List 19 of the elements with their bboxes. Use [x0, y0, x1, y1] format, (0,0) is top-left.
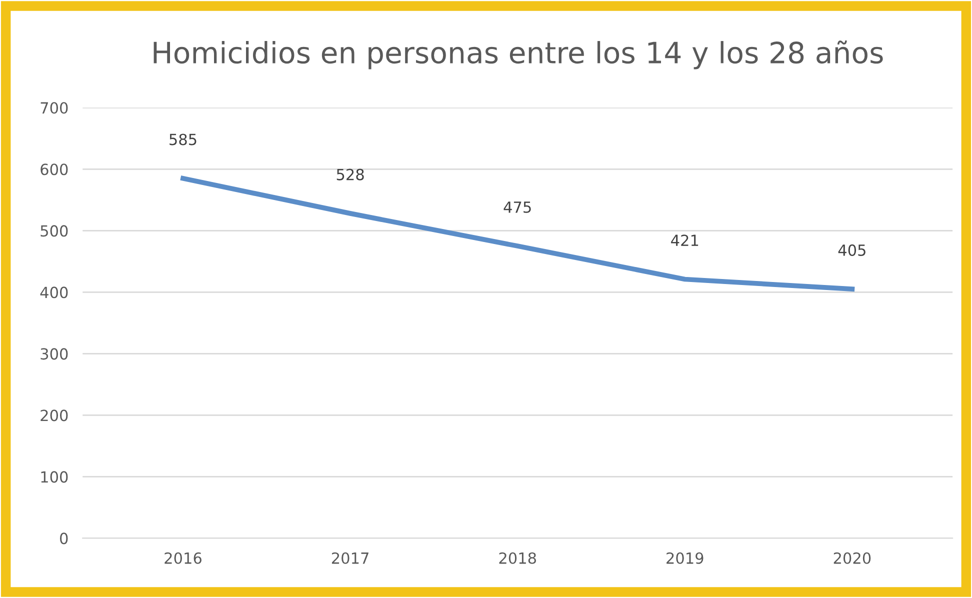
y-tick-label: 600 — [40, 164, 68, 176]
data-label: 421 — [671, 234, 698, 246]
y-tick-label: 100 — [41, 471, 68, 483]
y-tick-label: 700 — [40, 102, 68, 114]
chart-title: Homicidios en personas entre los 14 y los 28 años — [154, 40, 883, 70]
y-tick-label: 200 — [40, 410, 68, 422]
y-tick-label: 0 — [60, 532, 68, 544]
data-label: 475 — [504, 202, 531, 213]
y-tick-label: 300 — [40, 348, 68, 360]
x-tick-label: 2016 — [164, 552, 202, 564]
x-tick-label: 2020 — [834, 552, 871, 564]
data-label: 405 — [838, 244, 866, 256]
x-tick-label: 2018 — [499, 552, 536, 564]
x-tick-label: 2017 — [332, 552, 368, 564]
data-label: 585 — [170, 134, 196, 146]
x-tick-label: 2019 — [666, 552, 704, 564]
data-label: 528 — [336, 168, 364, 180]
y-tick-label: 400 — [40, 286, 68, 298]
y-tick-label: 500 — [40, 225, 68, 237]
